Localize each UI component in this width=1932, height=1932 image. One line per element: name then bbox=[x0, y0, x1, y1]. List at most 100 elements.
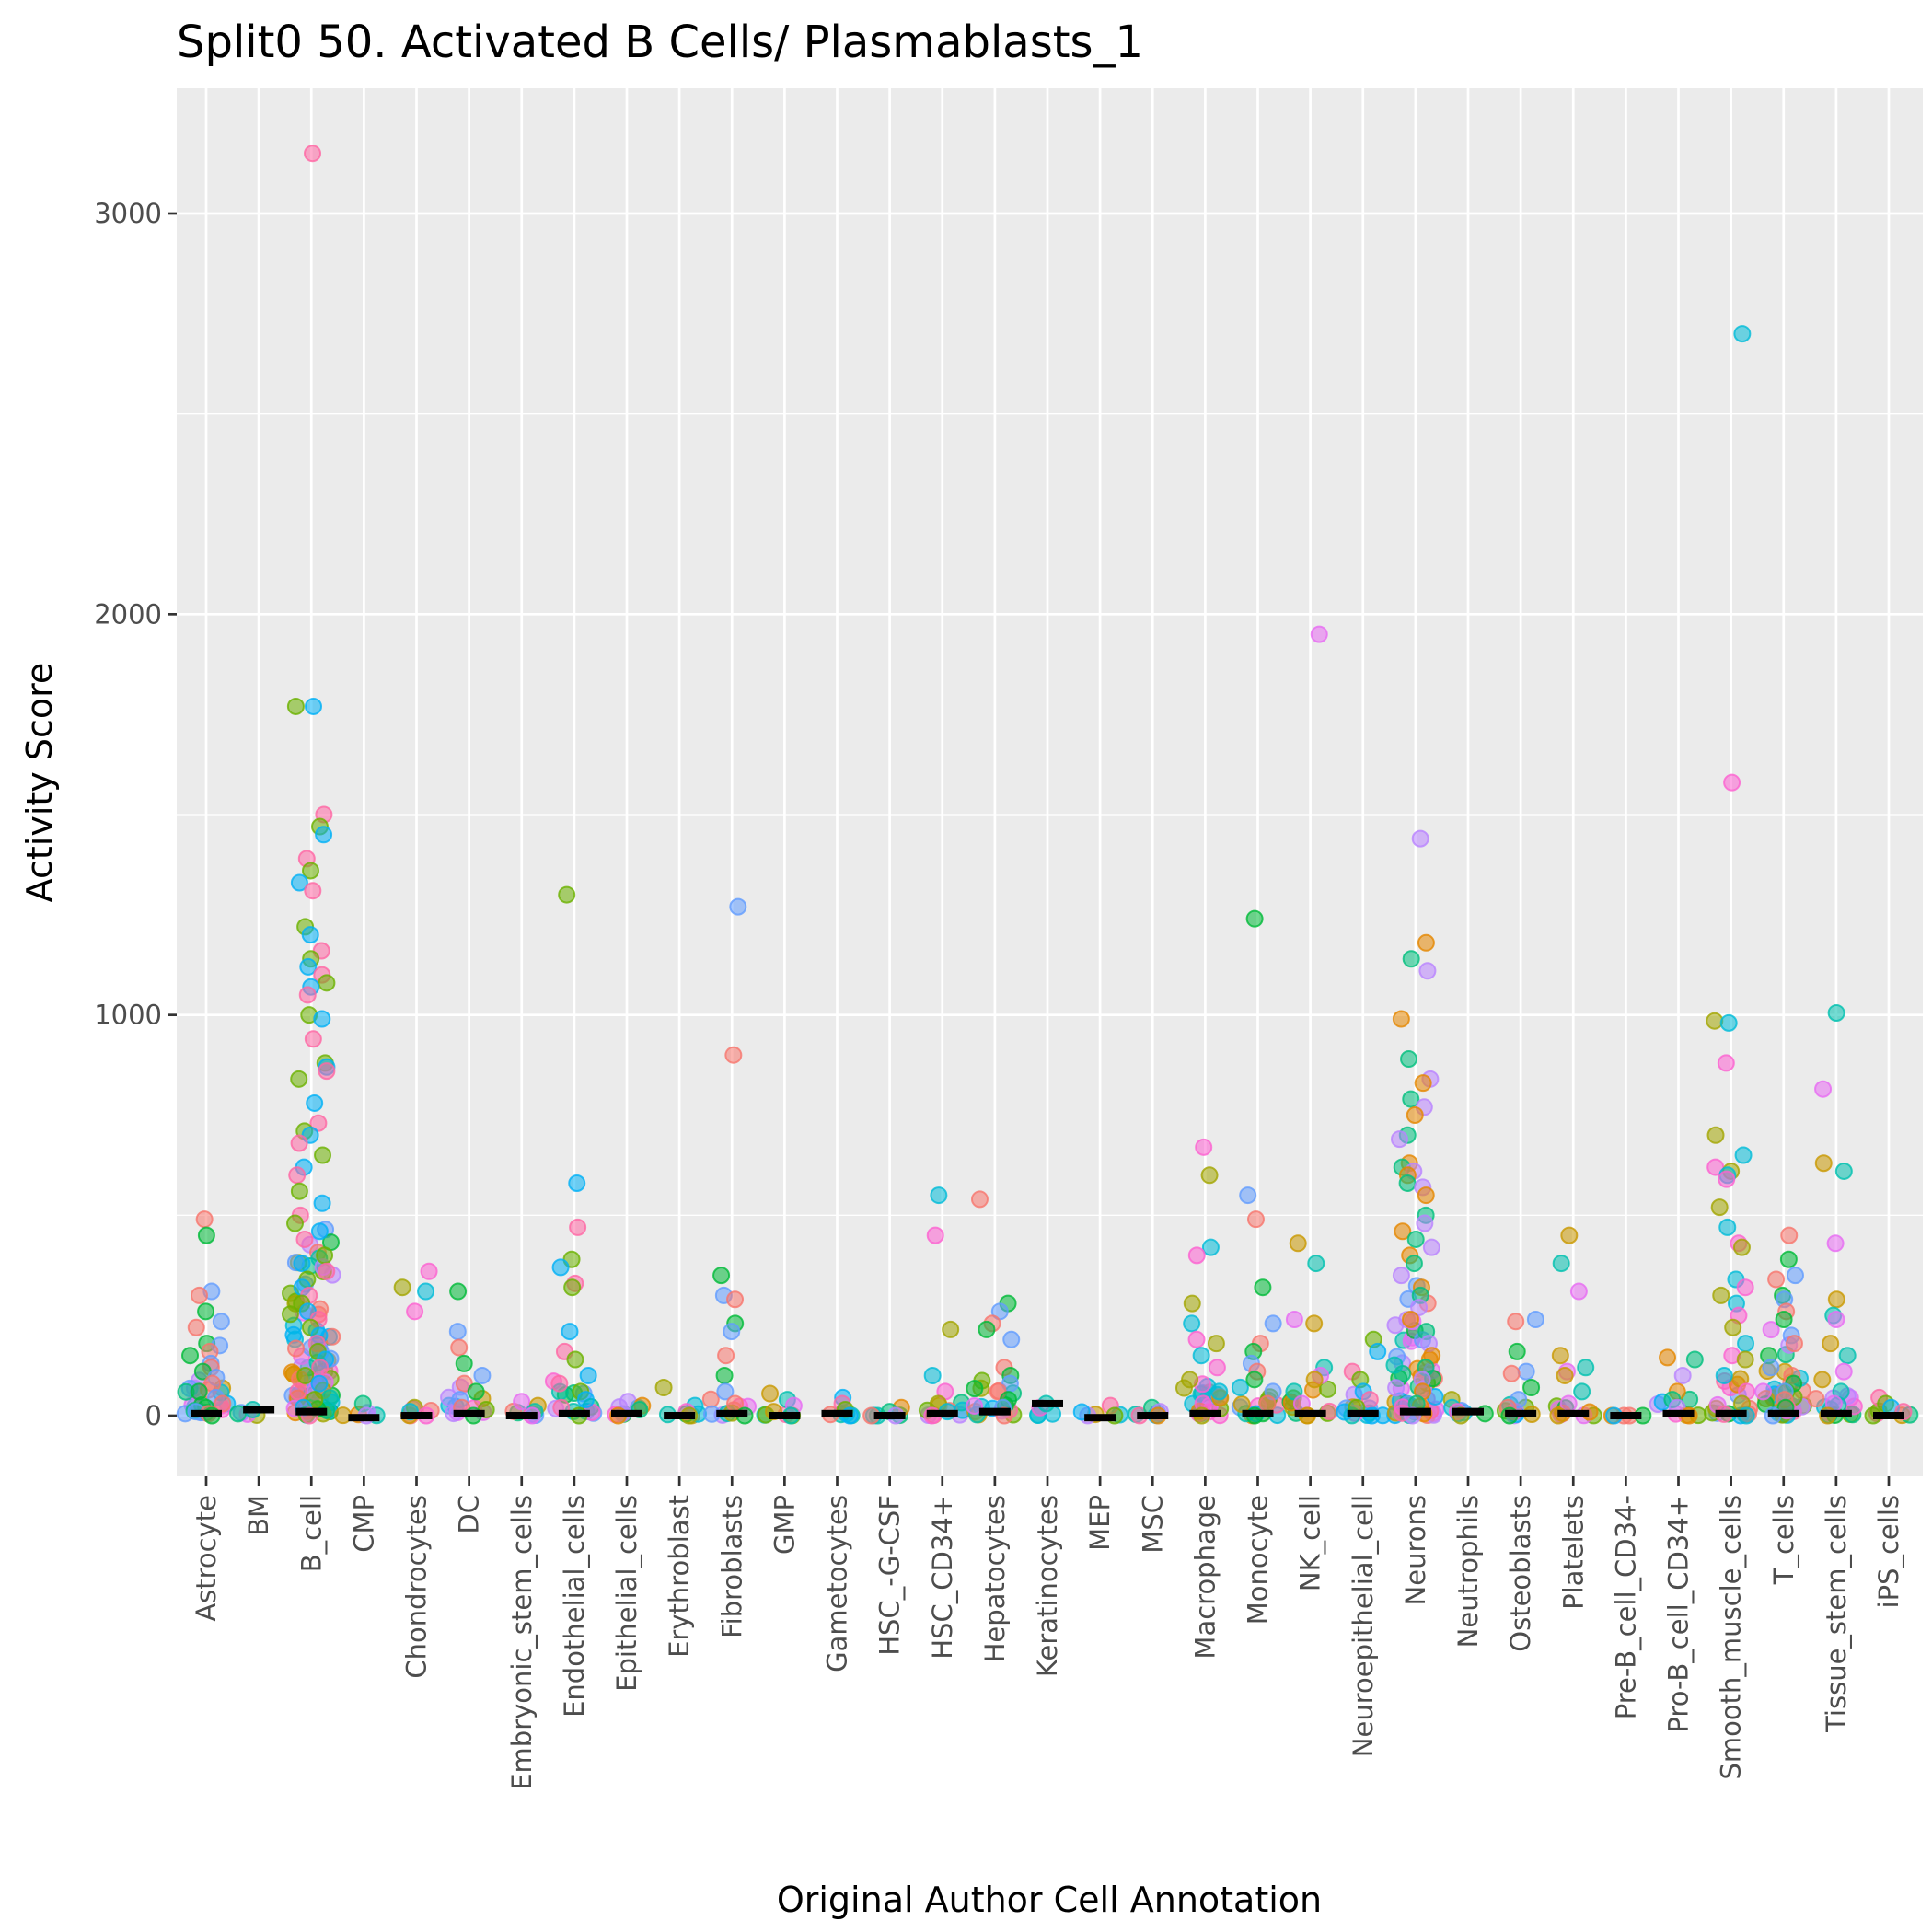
data-point bbox=[181, 1347, 200, 1365]
data-point bbox=[1410, 1298, 1429, 1316]
median-marker bbox=[1767, 1409, 1799, 1417]
data-point bbox=[1526, 1311, 1544, 1329]
data-point bbox=[1369, 1342, 1387, 1360]
data-point bbox=[1556, 1366, 1574, 1384]
data-point bbox=[568, 1174, 586, 1193]
data-point bbox=[1405, 1255, 1423, 1273]
median-marker bbox=[926, 1409, 958, 1417]
data-point bbox=[1402, 950, 1420, 968]
data-point bbox=[1787, 1267, 1805, 1285]
x-tick-label: MSC bbox=[1137, 1495, 1168, 1554]
data-point bbox=[761, 1384, 780, 1403]
data-point bbox=[290, 1070, 308, 1088]
data-point bbox=[1767, 1270, 1786, 1289]
x-tick-label: Neuroepithelial_cell bbox=[1348, 1495, 1379, 1757]
x-tick-label: Fibroblasts bbox=[716, 1495, 747, 1638]
data-point bbox=[1826, 1234, 1845, 1253]
data-point bbox=[1552, 1255, 1570, 1273]
data-point bbox=[290, 1134, 308, 1152]
data-point bbox=[550, 1374, 569, 1393]
data-point bbox=[723, 1323, 741, 1341]
data-point bbox=[561, 1323, 579, 1341]
data-point bbox=[1736, 1278, 1754, 1297]
data-point bbox=[1734, 1146, 1753, 1164]
data-point bbox=[729, 897, 747, 916]
data-point bbox=[712, 1267, 731, 1285]
data-point bbox=[558, 885, 576, 904]
data-point bbox=[1305, 1314, 1324, 1333]
data-point bbox=[1417, 933, 1435, 952]
data-point bbox=[1718, 1218, 1737, 1236]
data-point bbox=[1551, 1347, 1569, 1365]
median-marker bbox=[1557, 1409, 1590, 1417]
data-point bbox=[576, 1391, 595, 1409]
median-marker bbox=[400, 1412, 433, 1419]
median-marker bbox=[1715, 1409, 1747, 1417]
data-point bbox=[286, 1214, 305, 1232]
data-point bbox=[417, 1282, 435, 1301]
data-point bbox=[450, 1338, 469, 1357]
x-axis-title: Original Author Cell Annotation bbox=[777, 1880, 1322, 1920]
data-point bbox=[1417, 1186, 1435, 1205]
data-point bbox=[1208, 1359, 1226, 1377]
data-point bbox=[966, 1396, 984, 1415]
data-point bbox=[318, 1262, 336, 1280]
data-point bbox=[1719, 1013, 1738, 1032]
data-point bbox=[1706, 1012, 1724, 1030]
data-point bbox=[293, 1255, 311, 1273]
data-point bbox=[1386, 1316, 1405, 1335]
data-point bbox=[1569, 1282, 1588, 1301]
median-marker bbox=[453, 1409, 485, 1417]
data-point bbox=[316, 1246, 334, 1265]
data-point bbox=[311, 1359, 330, 1377]
median-marker bbox=[1294, 1409, 1326, 1417]
median-marker bbox=[1452, 1407, 1484, 1416]
data-point bbox=[1775, 1311, 1793, 1329]
x-tick-label: Macrophage bbox=[1189, 1495, 1221, 1660]
data-point bbox=[1210, 1382, 1229, 1401]
data-point bbox=[281, 1305, 299, 1324]
data-point bbox=[978, 1320, 996, 1338]
y-tick-label: 1000 bbox=[94, 1000, 162, 1031]
grid-minor bbox=[177, 413, 1923, 1216]
x-tick-label: T_cells bbox=[1768, 1495, 1799, 1585]
data-point bbox=[420, 1262, 438, 1280]
data-point bbox=[1400, 1050, 1418, 1069]
x-tick-label: iPS_cells bbox=[1873, 1495, 1904, 1608]
data-point bbox=[1724, 1318, 1742, 1336]
data-point bbox=[1305, 1371, 1324, 1389]
data-point bbox=[1285, 1311, 1303, 1329]
x-tick-label: GMP bbox=[769, 1495, 800, 1555]
x-tick-label: Epithelial_cells bbox=[611, 1495, 642, 1692]
x-tick-label: Endothelial_cells bbox=[559, 1495, 590, 1718]
x-tick-label: Osteoblasts bbox=[1505, 1495, 1536, 1652]
data-point bbox=[191, 1286, 209, 1304]
x-tick-label: Embryonic_stem_cells bbox=[506, 1495, 538, 1790]
data-point bbox=[1827, 1290, 1845, 1309]
median-marker bbox=[295, 1407, 328, 1416]
data-point bbox=[1402, 1090, 1420, 1108]
median-marker bbox=[243, 1406, 275, 1414]
data-point bbox=[448, 1323, 467, 1341]
data-point bbox=[654, 1379, 673, 1397]
data-point bbox=[970, 1190, 989, 1209]
data-point bbox=[1838, 1347, 1857, 1365]
median-markers bbox=[191, 1399, 1904, 1422]
data-point bbox=[299, 957, 318, 976]
data-point bbox=[551, 1258, 570, 1277]
median-marker bbox=[978, 1407, 1011, 1416]
data-point bbox=[579, 1366, 597, 1384]
data-point bbox=[473, 1366, 492, 1384]
data-point bbox=[1715, 1366, 1733, 1384]
median-marker bbox=[1610, 1412, 1642, 1419]
x-tick-label: Tissue_stem_cells bbox=[1821, 1495, 1852, 1733]
data-point bbox=[1254, 1278, 1272, 1297]
x-tick-label: CMP bbox=[348, 1495, 379, 1553]
data-point bbox=[212, 1313, 230, 1331]
data-point bbox=[1245, 1371, 1264, 1389]
median-marker bbox=[716, 1409, 748, 1417]
data-point bbox=[197, 1302, 215, 1321]
data-point bbox=[1813, 1371, 1832, 1389]
x-tick-label: MEP bbox=[1084, 1495, 1116, 1551]
data-point bbox=[1411, 829, 1429, 848]
